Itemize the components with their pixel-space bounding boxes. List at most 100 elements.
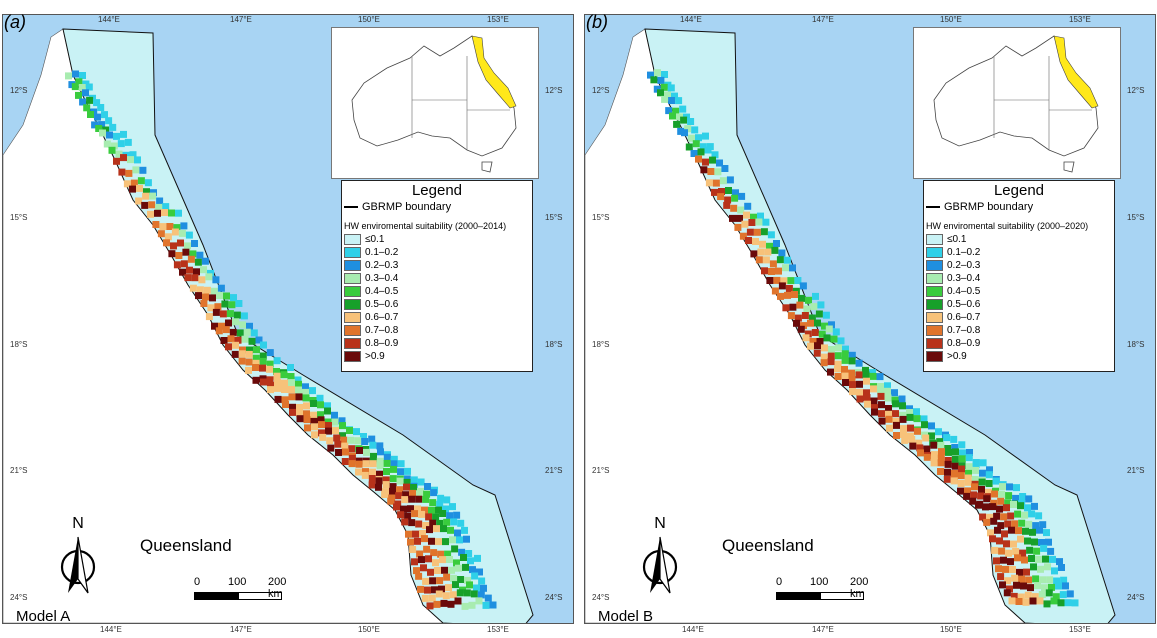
boundary-line-symbol: [344, 206, 358, 208]
suitability-cell: [259, 357, 267, 365]
suitability-cell: [361, 471, 369, 479]
suitability-cell: [989, 503, 996, 511]
suitability-cell: [325, 422, 332, 429]
suitability-cell: [424, 483, 431, 490]
suitability-cell: [225, 319, 232, 327]
suitability-cell: [964, 487, 971, 495]
suitability-cell: [878, 401, 885, 409]
suitability-cell: [232, 318, 239, 326]
lon-tick: 144°E: [682, 625, 704, 634]
suitability-cell: [417, 478, 425, 486]
suitability-cell: [937, 441, 945, 449]
suitability-cell: [1019, 493, 1027, 500]
suitability-cell: [421, 535, 428, 543]
suitability-cell: [1000, 513, 1008, 521]
place-label-queensland: Queensland: [140, 536, 232, 555]
suitability-cell: [226, 310, 234, 318]
suitability-cell: [236, 329, 244, 337]
suitability-cell: [841, 350, 849, 358]
suitability-cell: [827, 368, 834, 376]
boundary-label: GBRMP boundary: [944, 201, 1034, 213]
suitability-cell: [449, 591, 457, 599]
legend-class-label: 0.5–0.6: [947, 299, 981, 310]
suitability-cell: [464, 576, 472, 584]
suitability-cell: [818, 330, 826, 338]
suitability-cell: [182, 248, 190, 256]
suitability-cell: [117, 140, 125, 148]
suitability-cell: [778, 249, 786, 257]
suitability-cell: [1029, 597, 1037, 605]
suitability-cell: [317, 416, 325, 424]
suitability-cell: [723, 201, 731, 209]
suitability-cell: [418, 510, 426, 518]
suitability-cell: [319, 433, 327, 441]
suitability-cell: [383, 468, 390, 475]
suitability-cell: [730, 204, 738, 212]
suitability-cell: [1038, 591, 1046, 598]
suitability-cell: [776, 256, 784, 264]
suitability-cell: [180, 260, 188, 268]
suitability-cell: [415, 520, 423, 528]
suitability-cell: [339, 432, 346, 440]
suitability-cell: [922, 434, 930, 442]
suitability-cell: [171, 228, 179, 236]
suitability-cell: [203, 286, 211, 294]
suitability-cell: [834, 373, 842, 380]
suitability-cell: [87, 111, 94, 118]
suitability-cell: [787, 277, 795, 285]
suitability-cell: [983, 518, 991, 526]
suitability-cell: [801, 312, 809, 319]
suitability-cell: [417, 585, 424, 593]
suitability-cell: [725, 187, 732, 194]
suitability-cell: [387, 497, 395, 505]
suitability-cell: [762, 256, 770, 264]
suitability-cell: [669, 112, 676, 120]
lon-tick: 150°E: [358, 625, 380, 634]
suitability-cell: [424, 586, 431, 594]
suitability-cell: [415, 572, 423, 580]
suitability-cell: [971, 483, 978, 491]
lon-tick: 144°E: [98, 15, 120, 24]
suitability-cell: [273, 357, 281, 365]
suitability-cell: [333, 434, 341, 442]
state-borders: [993, 56, 1092, 150]
suitability-cell: [738, 192, 746, 200]
north-label: N: [654, 515, 666, 532]
suitability-cell: [439, 556, 446, 564]
suitability-cell: [1062, 582, 1069, 590]
legend-swatch: [926, 312, 943, 323]
legend: Legend GBRMP boundary HW enviromental su…: [341, 180, 533, 372]
suitability-cell: [794, 277, 802, 284]
suitability-cell: [302, 394, 310, 402]
lat-tick: 24°S: [10, 593, 28, 602]
suitability-cell: [331, 418, 339, 426]
suitability-cell: [422, 495, 430, 503]
suitability-cell: [389, 475, 397, 483]
suitability-cell: [842, 379, 849, 386]
suitability-cell: [711, 188, 718, 196]
suitability-cell: [168, 250, 176, 258]
suitability-cell: [449, 536, 456, 544]
suitability-cell: [834, 365, 841, 373]
suitability-cell: [327, 444, 335, 452]
suitability-cell: [310, 400, 317, 407]
suitability-cell: [837, 337, 845, 345]
suitability-cell: [252, 364, 259, 371]
suitability-cell: [198, 276, 206, 284]
suitability-cell: [791, 291, 798, 298]
suitability-cell: [787, 312, 795, 320]
suitability-cell: [429, 577, 437, 585]
suitability-cell: [885, 405, 892, 412]
suitability-cell: [303, 410, 310, 418]
suitability-cell: [480, 584, 487, 592]
suitability-cell: [936, 438, 944, 446]
suitability-cell: [397, 468, 404, 476]
suitability-cell: [1018, 575, 1026, 583]
suitability-cell: [410, 484, 417, 491]
suitability-cell: [915, 439, 923, 447]
suitability-cell: [440, 599, 448, 607]
suitability-cell: [848, 351, 856, 359]
suitability-cell: [266, 365, 273, 373]
suitability-cell: [375, 477, 383, 485]
lon-tick: 153°E: [1069, 625, 1091, 634]
